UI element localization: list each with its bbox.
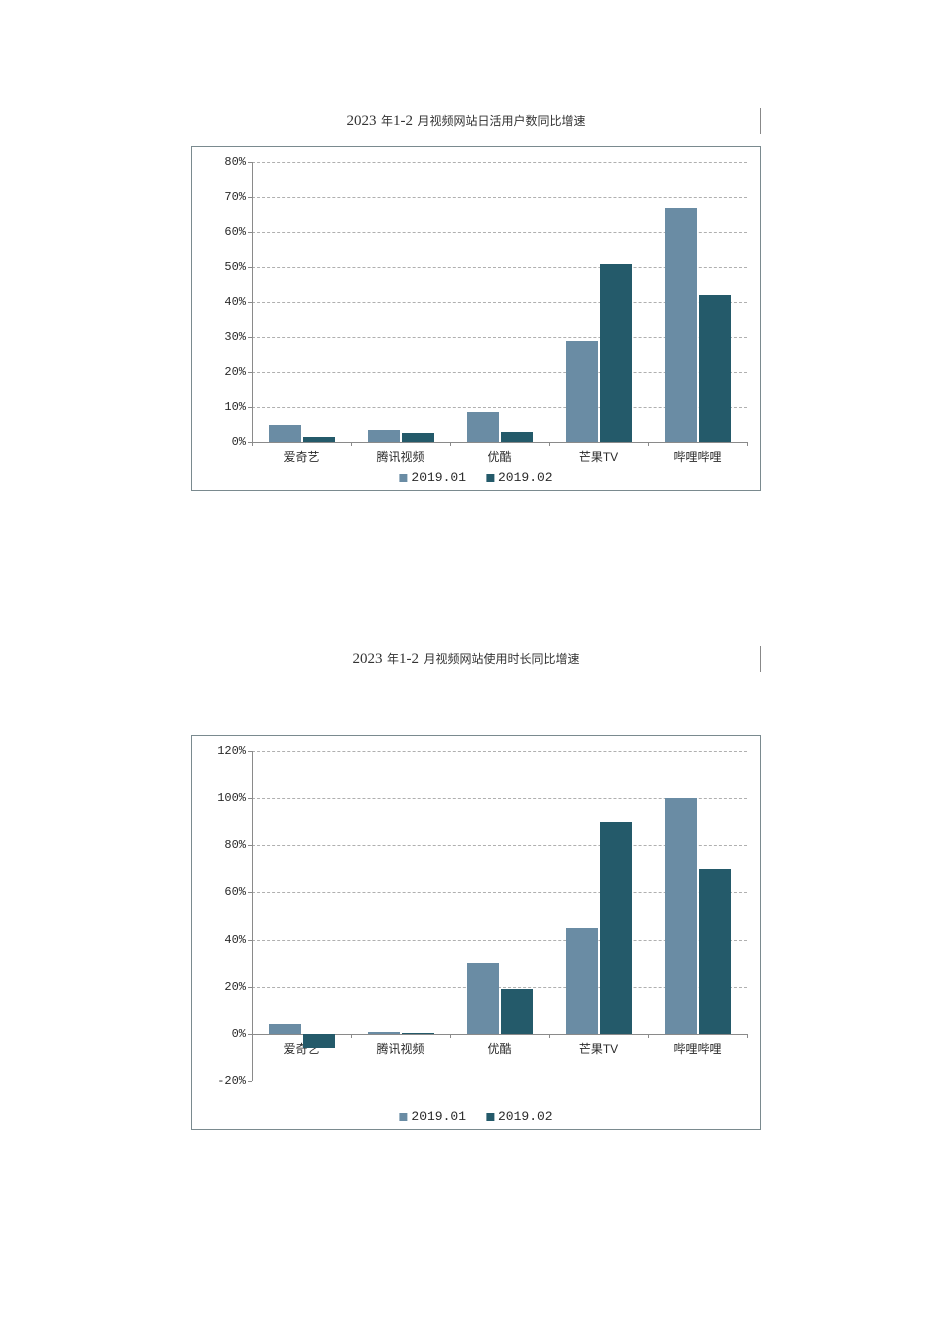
x-tick-mark [648,1034,649,1038]
plot-area: 0%10%20%30%40%50%60%70%80%爱奇艺腾讯视频优酷芒果TV哔… [252,162,747,442]
x-category-label: 爱奇艺 [283,448,319,465]
x-category-label: 哔哩哔哩 [673,448,721,465]
chart2-title-rest: 月视频网站使用时长同比增速 [423,652,579,666]
chart1-title-nian: 年 [381,114,393,128]
x-category-label: 腾讯视频 [376,1040,424,1057]
grid-line [252,751,747,752]
y-tick-label: 60% [224,885,246,899]
y-tick-label: 40% [224,933,246,947]
y-axis [252,162,253,442]
y-tick-label: 100% [217,791,246,805]
y-tick-label: 0% [232,1027,246,1041]
chart2-title-nian: 年 [387,652,399,666]
title-separator [760,108,761,134]
bar [303,437,335,442]
x-tick-mark [549,1034,550,1038]
y-axis [252,751,253,1081]
chart1-title-range: 1-2 [393,113,413,129]
bar [269,1024,301,1033]
legend-label: 2019.01 [411,1109,466,1124]
bar [600,822,632,1034]
chart1-box: 0% 10% 20% 30% 40% 50% 60% 70% 80% 爱奇艺 腾讯视频 优酷 芒果TV 哔… [191,146,761,491]
bar [600,264,632,443]
y-tick-label: 40% [224,295,246,309]
bar [402,1033,434,1034]
legend-item: 2019.02 [486,1109,553,1124]
x-category-label: 芒果TV [579,1040,618,1057]
y-tick-label: 20% [224,980,246,994]
x-tick-mark [450,1034,451,1038]
y-tick-mark [248,1081,252,1082]
legend-item: 2019.01 [399,1109,466,1124]
x-category-label: 腾讯视频 [376,448,424,465]
x-category-label: 哔哩哔哩 [673,1040,721,1057]
x-axis [252,442,747,443]
grid-line [252,197,747,198]
x-tick-mark [351,1034,352,1038]
legend-swatch [399,1113,407,1121]
x-tick-mark [252,1034,253,1038]
bar [269,425,301,443]
bar [699,295,731,442]
legend: 2019.01 2019.02 [389,470,562,485]
legend-item: 2019.01 [399,470,466,485]
legend-swatch [399,474,407,482]
x-category-label: 优酷 [487,1040,511,1057]
bar [402,433,434,442]
chart2-title-range: 1-2 [399,651,419,667]
x-tick-mark [549,442,550,446]
bar [665,798,697,1034]
legend-swatch [486,1113,494,1121]
bar [368,1032,400,1034]
y-tick-label: -20% [217,1074,246,1088]
x-tick-mark [747,442,748,446]
bar [665,208,697,443]
bar [566,341,598,443]
chart2-title: 2023 年1-2 月视频网站使用时长同比增速 [191,650,761,668]
bar [368,430,400,442]
legend-swatch [486,474,494,482]
x-tick-mark [747,1034,748,1038]
bar [467,412,499,442]
x-tick-mark [450,442,451,446]
y-tick-label: 60% [224,225,246,239]
y-tick-label: 30% [224,330,246,344]
y-tick-label: 20% [224,365,246,379]
chart1-title: 2023 年1-2 月视频网站日活用户数同比增速 [191,112,761,130]
chart1-title-rest: 月视频网站日活用户数同比增速 [417,114,585,128]
x-tick-mark [252,442,253,446]
y-tick-label: 120% [217,744,246,758]
y-tick-label: 0% [232,435,246,449]
x-tick-mark [648,442,649,446]
title-separator [760,646,761,672]
bar [303,1034,335,1048]
legend-label: 2019.02 [498,1109,553,1124]
grid-line [252,162,747,163]
chart2-box: -20%0%20%40%60%80%100%120%爱奇艺腾讯视频优酷芒果TV哔… [191,735,761,1130]
bar [501,432,533,443]
bar [566,928,598,1034]
chart1-title-year: 2023 [347,113,377,129]
bar [699,869,731,1034]
x-category-label: 优酷 [487,448,511,465]
y-tick-label: 50% [224,260,246,274]
legend-label: 2019.02 [498,470,553,485]
bar [467,963,499,1034]
plot-area: -20%0%20%40%60%80%100%120%爱奇艺腾讯视频优酷芒果TV哔… [252,751,747,1081]
x-category-label: 芒果TV [579,448,618,465]
legend-label: 2019.01 [411,470,466,485]
x-tick-mark [351,442,352,446]
legend: 2019.01 2019.02 [389,1109,562,1124]
y-tick-label: 80% [224,155,246,169]
bar [501,989,533,1034]
y-tick-label: 70% [224,190,246,204]
y-tick-label: 80% [224,838,246,852]
legend-item: 2019.02 [486,470,553,485]
y-tick-label: 10% [224,400,246,414]
chart2-title-year: 2023 [353,651,383,667]
